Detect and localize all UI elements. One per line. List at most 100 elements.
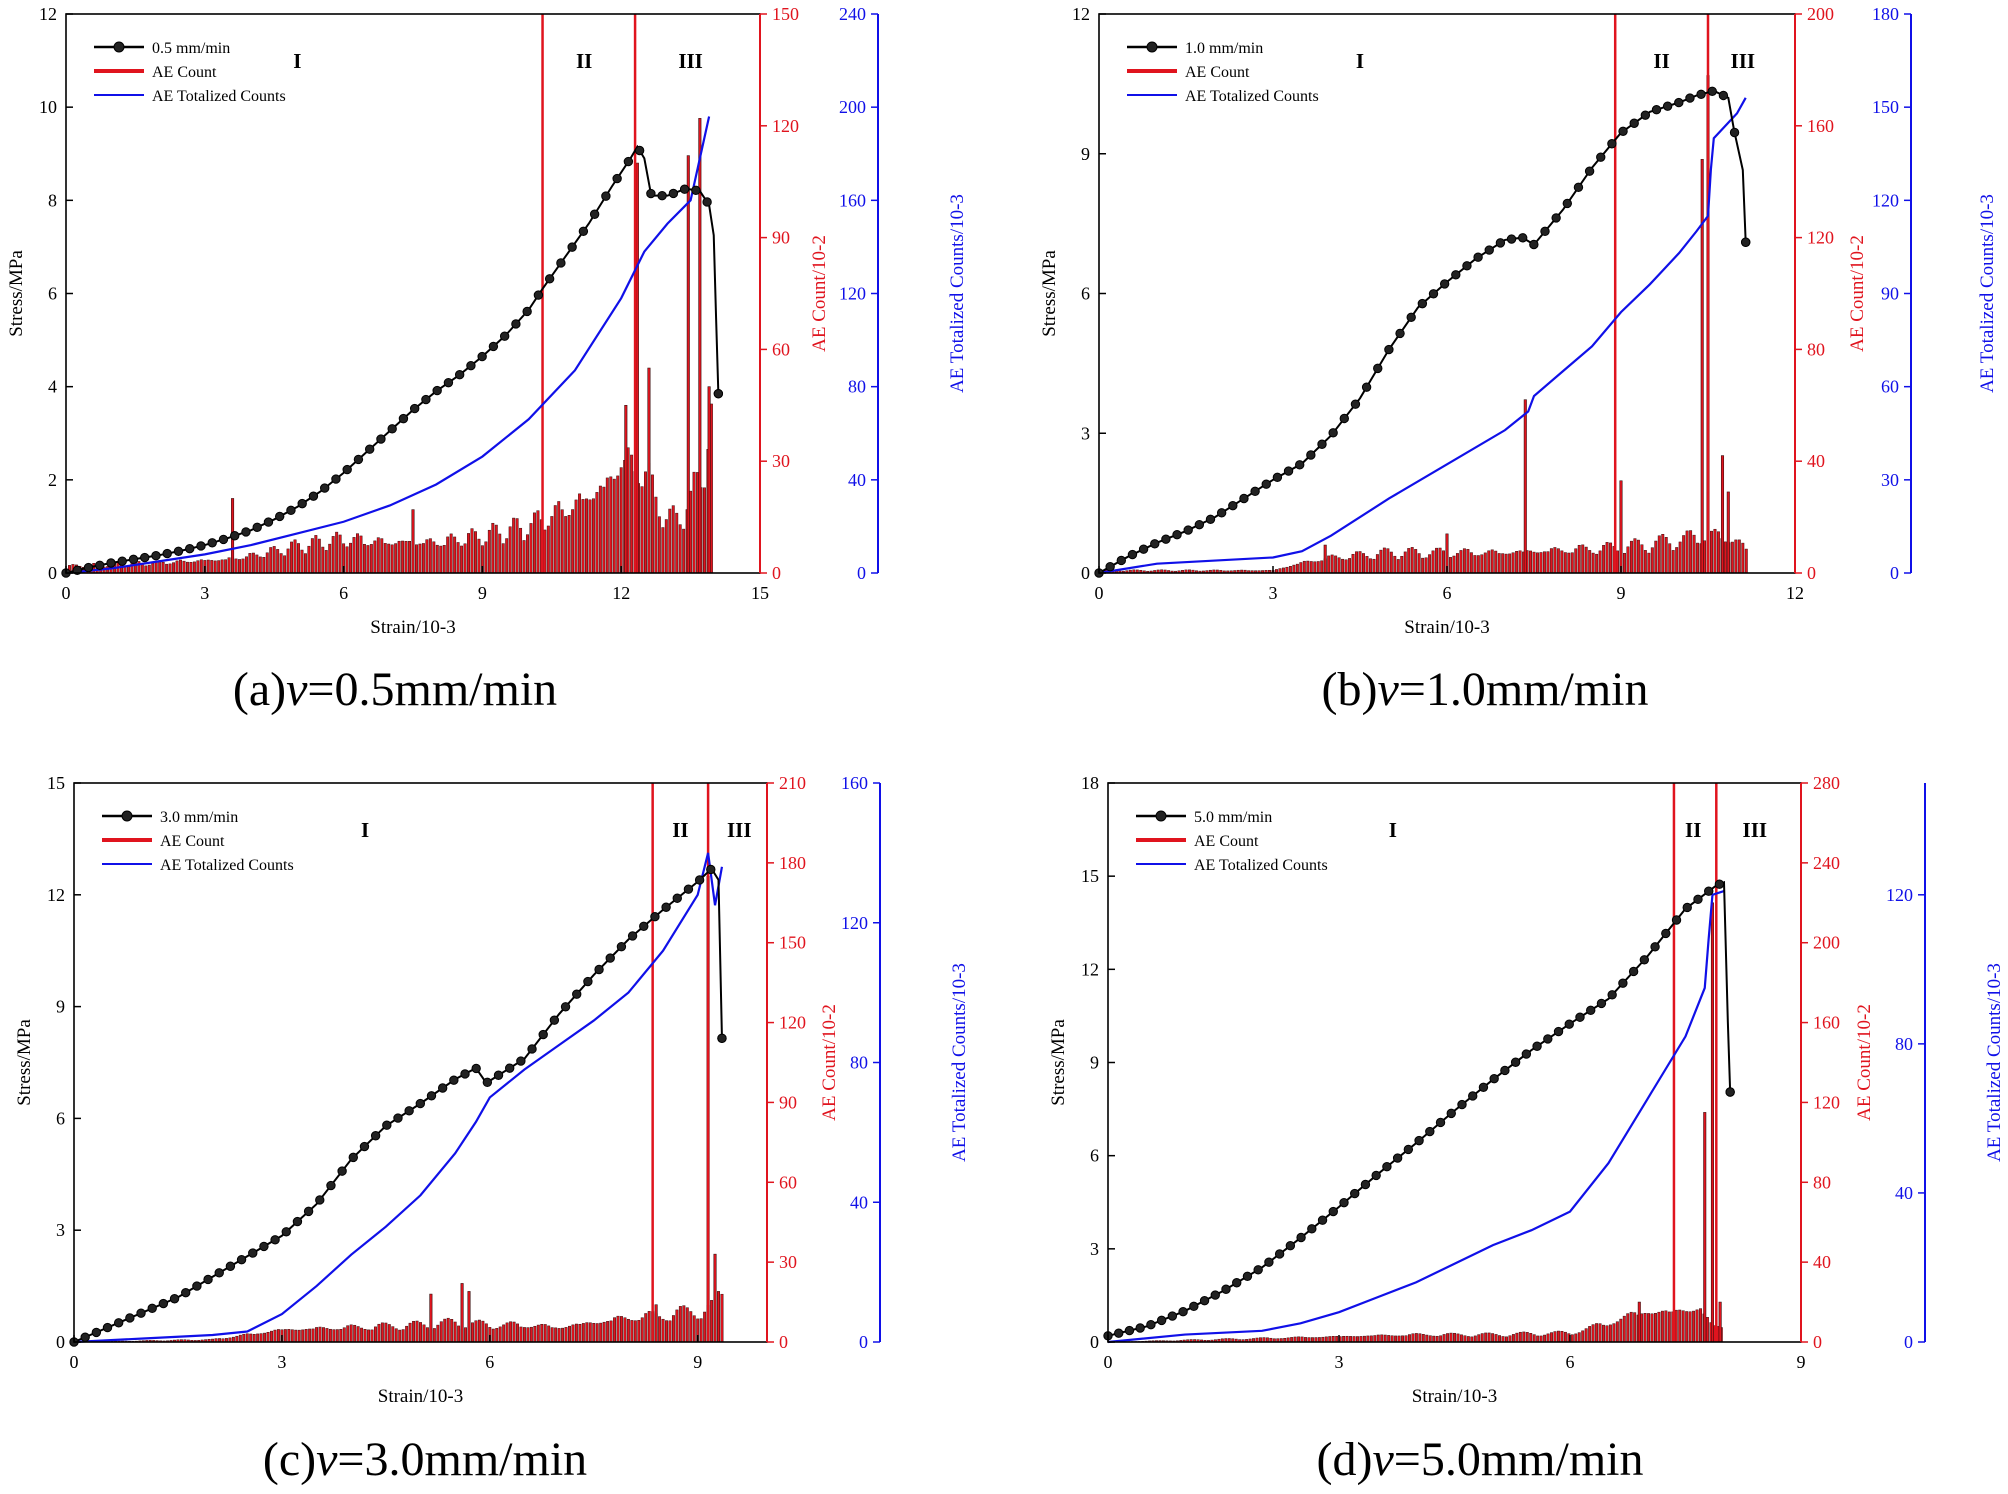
ae-count-bar <box>308 1328 312 1343</box>
ae-count-bar <box>210 560 214 574</box>
ae-count-bar <box>1362 1335 1366 1343</box>
ae-count-bar <box>1734 539 1738 574</box>
ae-count-bar <box>419 1322 422 1343</box>
stress-marker <box>270 1235 280 1245</box>
stress-marker <box>437 1083 448 1093</box>
ae-count-bar <box>1591 1324 1595 1343</box>
y3-tick-label: 40 <box>850 1192 868 1212</box>
ae-count-bar <box>314 535 318 574</box>
y2-tick-label: 280 <box>1813 773 1840 793</box>
ae-count-bar <box>1483 552 1487 574</box>
ae-count-bar <box>1330 554 1334 574</box>
caption-b: (b)v=1.0mm/min <box>1321 663 1648 716</box>
ae-count-bar <box>304 1329 308 1343</box>
stress-marker <box>1285 1241 1296 1251</box>
stress-marker <box>1489 1073 1499 1084</box>
ae-count-bar <box>1584 546 1588 574</box>
ae-count-bar <box>1622 1315 1626 1343</box>
ae-count-bar <box>251 552 255 574</box>
x-axis-title: Strain/10-3 <box>1412 1386 1498 1407</box>
ae-count-bar <box>182 560 186 574</box>
ae-count-bar <box>213 560 217 574</box>
y3-tick-label: 150 <box>1872 97 1899 117</box>
ae-count-bar <box>595 492 599 574</box>
ae-count-spike <box>1637 1301 1641 1343</box>
stress-marker <box>1529 239 1539 250</box>
ae-count-bar <box>1466 1336 1470 1343</box>
ae-count-bar <box>158 560 162 574</box>
ae-count-bar <box>616 1315 620 1343</box>
ae-count-bar <box>1334 555 1338 574</box>
stress-marker <box>348 1152 358 1163</box>
ae-count-bar <box>1581 1330 1585 1343</box>
stress-marker <box>1395 328 1405 339</box>
y2-axis-title: AE Count/10-2 <box>1847 235 1868 352</box>
ae-count-bar <box>1508 1335 1512 1343</box>
stress-marker <box>1264 1257 1274 1267</box>
ae-count-bar <box>1456 1333 1460 1343</box>
y-tick-label: 0 <box>1090 1332 1099 1352</box>
stress-marker <box>241 527 251 537</box>
stress-marker <box>203 1274 213 1285</box>
stress-marker <box>1661 928 1671 939</box>
stress-marker <box>1457 1099 1467 1110</box>
legend-stress-label: 1.0 mm/min <box>1185 40 1263 57</box>
ae-count-bar <box>273 1329 277 1343</box>
y2-tick-label: 60 <box>779 1172 797 1192</box>
stress-marker <box>1127 549 1138 560</box>
stress-marker <box>370 1131 381 1141</box>
stress-marker <box>382 1120 392 1130</box>
ae-count-bar <box>373 1326 377 1343</box>
stress-marker <box>1146 1319 1156 1330</box>
ae-count-bar <box>1577 544 1581 574</box>
y2-tick-label: 90 <box>779 1092 797 1112</box>
ae-count-bar <box>602 1321 606 1343</box>
ae-count-bar <box>1525 1332 1529 1343</box>
ae-count-bar <box>1424 557 1428 574</box>
stress-marker <box>1210 1290 1220 1300</box>
ae-count-bar <box>463 543 467 574</box>
stress-marker <box>1451 270 1461 280</box>
ae-totalized-counts-line <box>65 116 711 575</box>
caption-c: (c)v=3.0mm/min <box>263 1433 587 1486</box>
ae-count-bar <box>1501 1336 1505 1343</box>
ae-count-bar <box>1598 1323 1602 1343</box>
ae-count-bar <box>1629 540 1633 574</box>
y2-tick-label: 80 <box>1807 339 1825 359</box>
ae-count-bar <box>692 1315 696 1343</box>
ae-count-bar <box>515 518 519 574</box>
stress-marker <box>616 941 627 952</box>
ae-count-bar <box>1713 528 1717 574</box>
ae-count-bar <box>1313 561 1317 574</box>
ae-count-bar <box>1352 1336 1356 1343</box>
ae-count-bar <box>508 526 512 574</box>
ae-count-bar <box>1455 553 1459 574</box>
ae-count-bar <box>1469 552 1473 574</box>
ae-count-bar <box>512 1321 516 1343</box>
y3-axis-title: AE Totalized Counts/10-3 <box>949 963 970 1162</box>
y-tick-label: 12 <box>1081 959 1099 979</box>
ae-count-bar <box>384 1322 388 1343</box>
ae-count-bar <box>509 1321 513 1343</box>
y2-tick-label: 40 <box>1807 451 1825 471</box>
ae-count-bar <box>151 562 155 574</box>
ae-count-bar <box>1494 550 1498 574</box>
stress-marker <box>706 864 716 875</box>
ae-count-bar <box>283 555 287 574</box>
stress-marker <box>1116 555 1127 566</box>
stress-marker <box>1685 93 1695 103</box>
ae-count-bar <box>276 549 280 574</box>
ae-count-bar <box>1376 1334 1380 1343</box>
stress-marker <box>315 1195 325 1205</box>
y2-tick-label: 150 <box>779 933 806 953</box>
stage-label: I <box>293 49 301 73</box>
x-tick-label: 0 <box>1104 1352 1113 1372</box>
ae-count-bar <box>1657 1311 1661 1343</box>
stress-marker <box>1384 344 1394 355</box>
y3-tick-label: 40 <box>848 470 866 490</box>
stress-marker <box>1328 1206 1338 1217</box>
ae-count-bar <box>1681 1310 1685 1343</box>
stress-marker <box>650 911 660 922</box>
ae-count-bar <box>294 1329 298 1343</box>
ae-count-bar <box>1410 547 1414 574</box>
